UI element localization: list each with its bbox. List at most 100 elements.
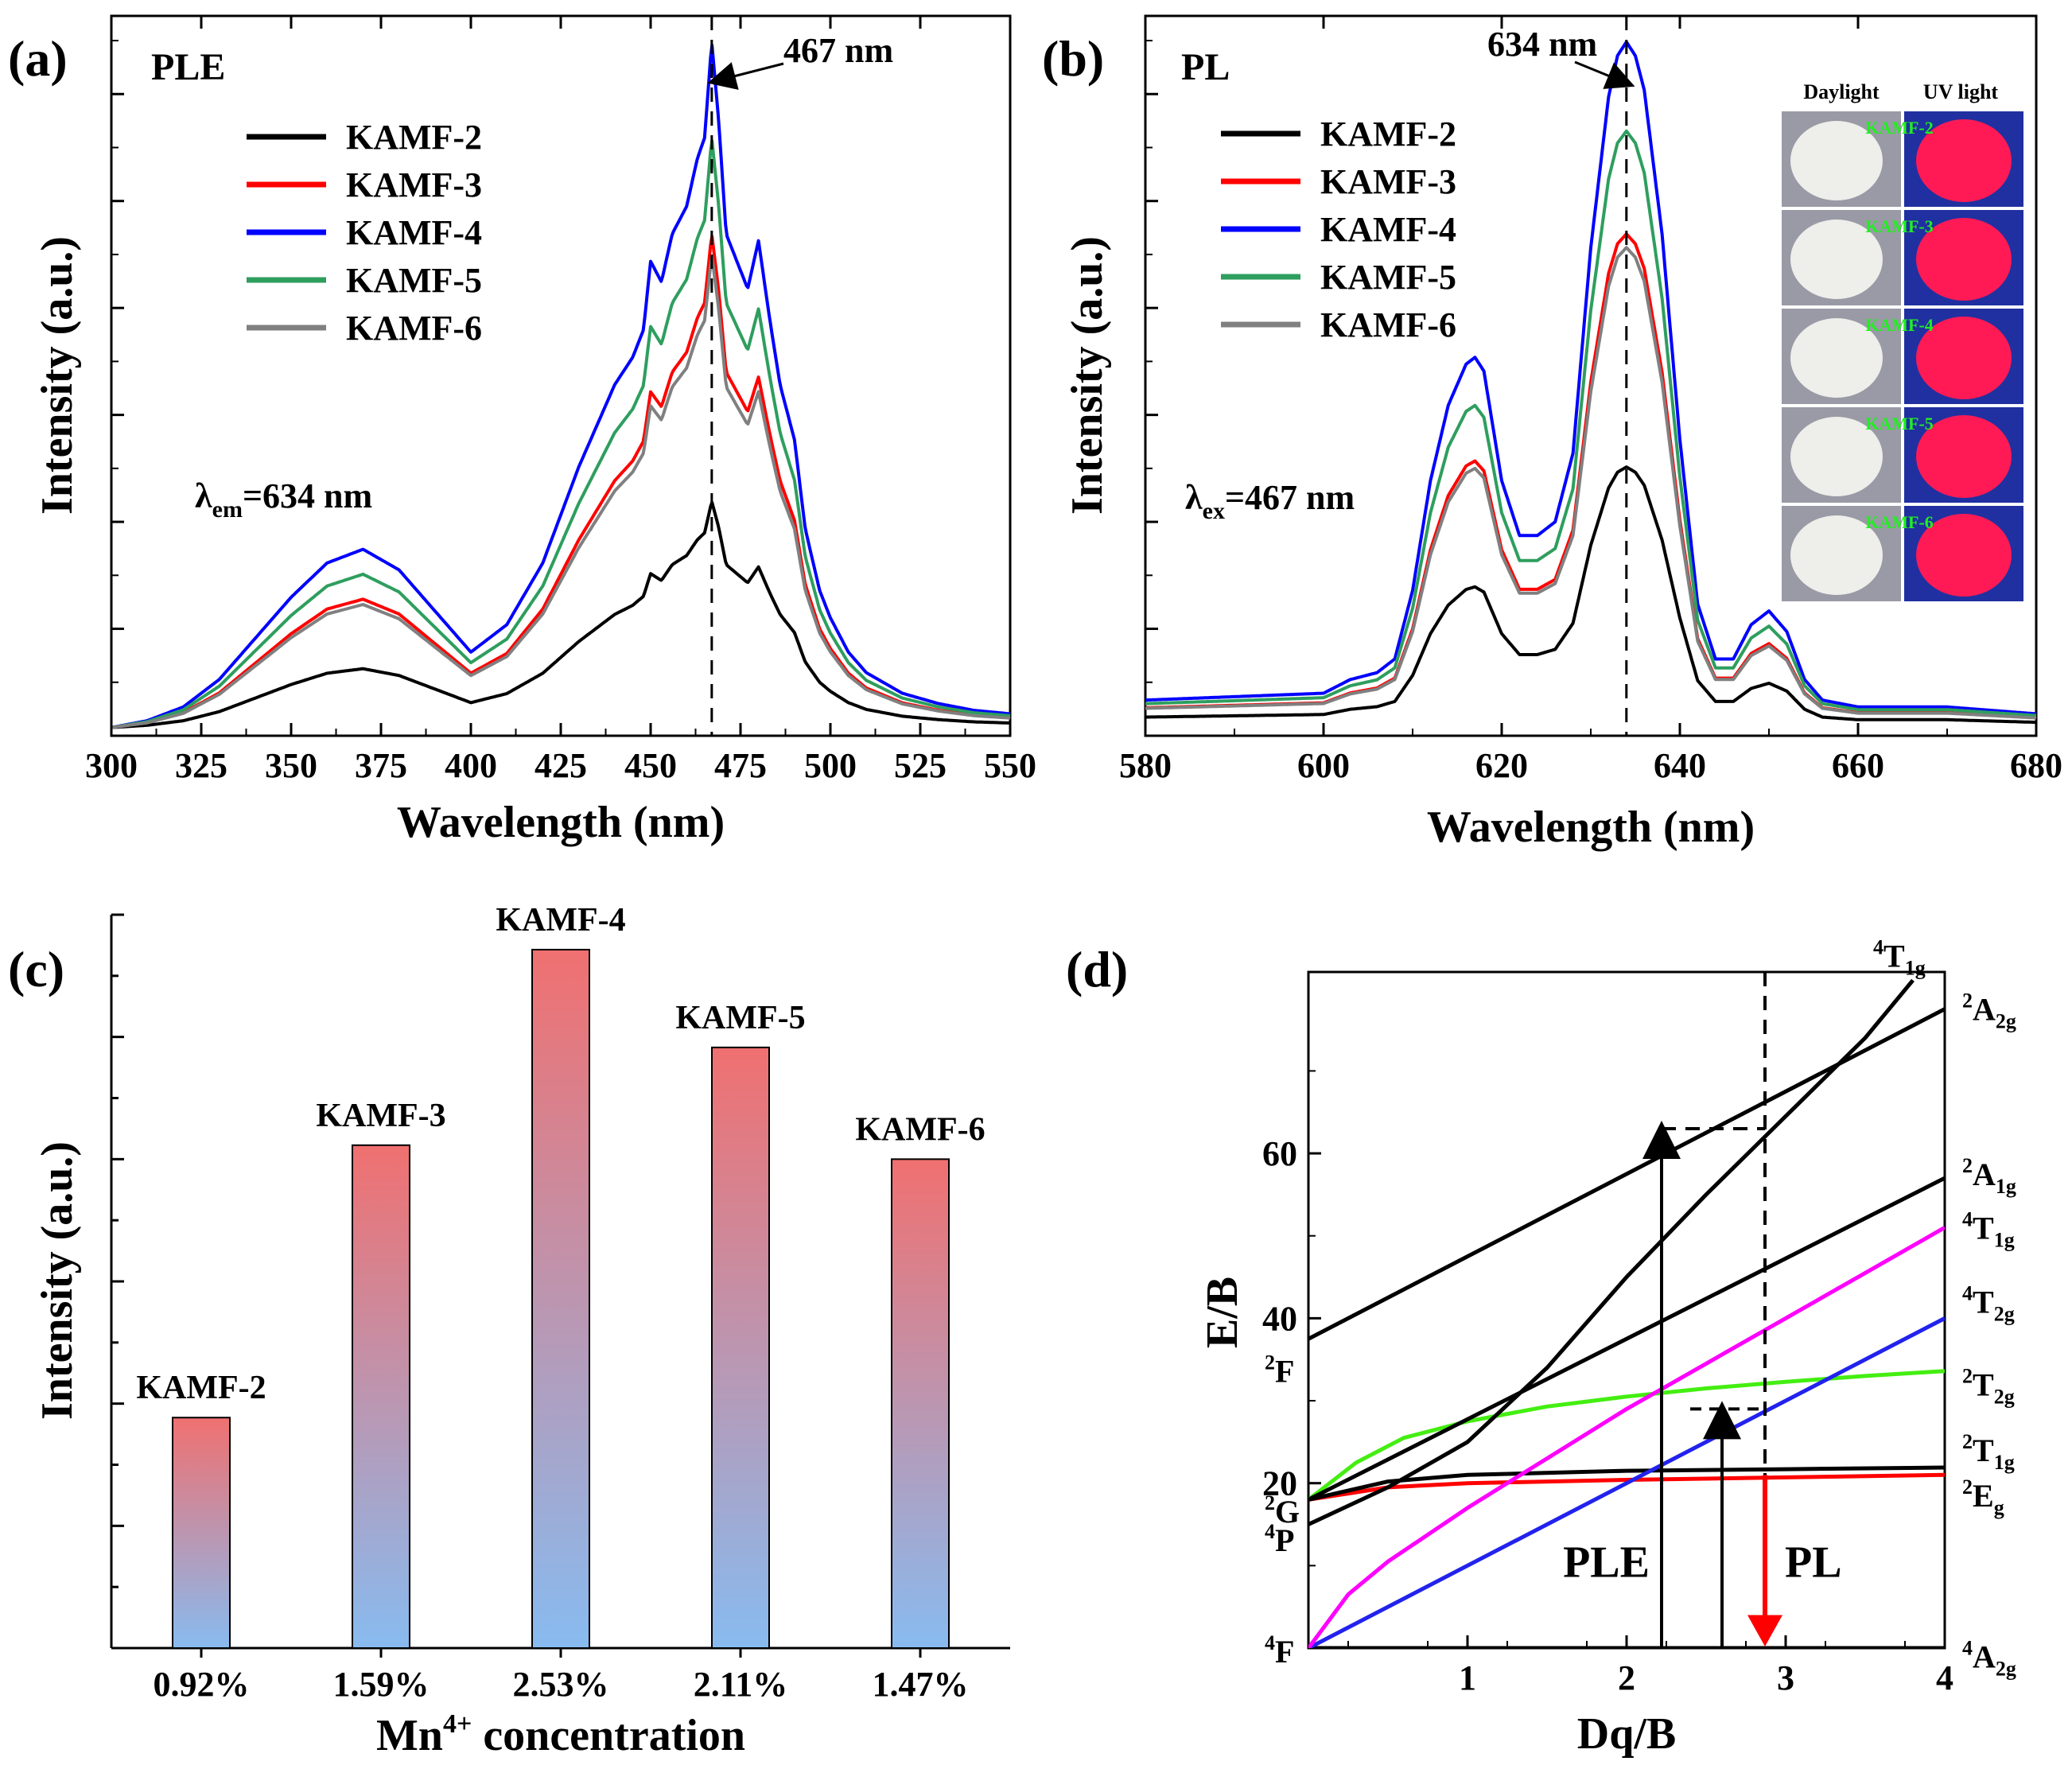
panel-a-legend-label: KAMF-3 <box>346 165 482 204</box>
panel-c-bar-label: KAMF-2 <box>136 1370 266 1406</box>
panel-a-xtick-label: 425 <box>535 746 587 785</box>
inset-uv-powder <box>1916 119 2012 202</box>
panel-d-term-label: 2T1g <box>1962 1430 2015 1474</box>
panel-c: (c) KAMF-2 0.92% KAMF-3 1.59% KAMF-4 2.53% KAM… <box>8 902 1010 1760</box>
panel-b-xtick-label: 580 <box>1119 746 1172 785</box>
panel-d-xtick-label: 2 <box>1618 1658 1635 1697</box>
panel-a-lambda-annotation: λem=634 nm <box>195 476 372 523</box>
panel-a-xtick-label: 300 <box>85 746 138 785</box>
panel-a-xtick-label: 350 <box>265 746 317 785</box>
panel-b-legend-label: KAMF-6 <box>1320 305 1456 344</box>
inset-sample-label: KAMF-3 <box>1865 216 1934 236</box>
panel-c-category-label: 2.53% <box>513 1665 609 1704</box>
panel-b-xlabel: Wavelength (nm) <box>1427 803 1755 852</box>
panel-d-term-4T1g-low <box>1308 1226 1945 1648</box>
panel-d-term-2A2g <box>1308 1007 1945 1341</box>
panel-a-xtick-label: 375 <box>355 746 407 785</box>
panel-c-xlabel: Mn4+ concentration <box>376 1709 745 1760</box>
panel-c-ylabel: Intensity (a.u.) <box>33 1141 82 1420</box>
panel-d-term-label: 2A1g <box>1962 1154 2016 1198</box>
panel-a-xtick-label: 500 <box>804 746 857 785</box>
panel-d-pl-label: PL <box>1785 1538 1842 1587</box>
panel-d-ytick-label: 40 <box>1262 1299 1297 1338</box>
inset-daylight-powder <box>1790 220 1883 299</box>
panel-d-term-2A1g <box>1308 1176 1945 1502</box>
panel-b-tag: PL <box>1181 46 1230 88</box>
panel-d-left-label: 4F <box>1265 1631 1294 1670</box>
panel-c-bar <box>352 1144 410 1650</box>
panel-a-xlabel: Wavelength (nm) <box>397 798 725 847</box>
panel-a-xtick-label: 550 <box>984 746 1036 785</box>
inset-uv-powder <box>1916 317 2012 399</box>
panel-d-term-label: 4T1g <box>1873 935 1926 979</box>
panel-a-tag: PLE <box>151 46 225 88</box>
panel-c-bar <box>711 1046 770 1650</box>
panel-d-term-label: 4A2g <box>1962 1636 2016 1680</box>
panel-d-left-label: 2G <box>1265 1491 1300 1530</box>
panel-d-xtick-label: 4 <box>1936 1658 1953 1697</box>
panel-b-ylabel: Intensity (a.u.) <box>1063 236 1112 515</box>
panel-b: (b) 580 600 620 640 660 680 634 nm PL KAMF-2K… <box>1042 14 2062 852</box>
inset-daylight-powder <box>1790 417 1883 496</box>
inset-sample-label: KAMF-2 <box>1865 118 1934 138</box>
panel-b-series-KAMF-4 <box>1145 40 2037 716</box>
panel-b-legend-label: KAMF-5 <box>1320 258 1456 297</box>
inset-header-label: Daylight <box>1803 80 1880 103</box>
panel-d-pl-arrowhead <box>1747 1615 1782 1646</box>
panel-b-xtick-label: 640 <box>1654 746 1706 785</box>
panel-c-bar <box>891 1158 950 1650</box>
panel-b-series-KAMF-5 <box>1145 129 2037 717</box>
inset-uv-powder <box>1916 218 2012 301</box>
panel-b-legend: KAMF-2 KAMF-3 KAMF-4 KAMF-5 KAMF-6 <box>1221 115 1456 344</box>
panel-d-term-4T1g-high <box>1308 978 1915 1526</box>
panel-c-bar-label: KAMF-4 <box>496 902 625 939</box>
panel-b-letter: (b) <box>1042 30 1104 87</box>
panel-b-legend-label: KAMF-4 <box>1320 210 1456 249</box>
panel-a-legend: KAMF-2 KAMF-3 KAMF-4 KAMF-5 KAMF-6 <box>247 118 482 348</box>
panel-d-term-label: 2T2g <box>1962 1364 2015 1408</box>
panel-d-term-label: 4T1g <box>1962 1207 2015 1251</box>
panel-b-series-KAMF-2 <box>1145 465 2037 725</box>
panel-a-series-KAMF-2 <box>111 500 1011 729</box>
panel-b-lambda-annotation: λex=467 nm <box>1185 478 1355 524</box>
panel-c-letter: (c) <box>8 941 64 997</box>
panel-c-category-label: 1.47% <box>873 1665 969 1704</box>
panel-d-left-label: 4P <box>1265 1520 1294 1558</box>
panel-d-term-2T1g <box>1308 1465 1945 1502</box>
panel-b-legend-label: KAMF-3 <box>1320 162 1456 201</box>
panel-c-bar-label: KAMF-5 <box>675 1000 805 1036</box>
panel-a-peak-label: 467 nm <box>783 31 893 70</box>
panel-d-xlabel: Dq/B <box>1577 1709 1677 1759</box>
panel-d-ple-label: PLE <box>1563 1538 1650 1587</box>
panel-a-series-KAMF-5 <box>111 139 1011 729</box>
inset-uv-powder <box>1916 415 2012 498</box>
panel-b-series-KAMF-6 <box>1145 246 2037 720</box>
panel-b-peak-label: 634 nm <box>1487 25 1597 64</box>
panel-b-xtick-label: 660 <box>1832 746 1884 785</box>
panel-b-legend-label: KAMF-2 <box>1320 115 1456 154</box>
panel-b-photo-inset: Daylight UV light KAMF-2 KAMF-3 KAMF-4 KAMF-5… <box>1782 80 2023 601</box>
inset-sample-label: KAMF-4 <box>1865 315 1934 335</box>
panel-a-peak-arrow <box>707 62 784 90</box>
panel-b-xtick-label: 680 <box>2010 746 2062 785</box>
panel-a-xtick-label: 525 <box>894 746 947 785</box>
panel-c-category-label: 0.92% <box>154 1665 250 1704</box>
panel-a-xtick-label: 325 <box>175 746 227 785</box>
panel-a-xtick-label: 400 <box>445 746 497 785</box>
panel-a-legend-label: KAMF-4 <box>346 213 482 252</box>
panel-a-series-KAMF-4 <box>111 44 1011 729</box>
panel-a-xtick-label: 475 <box>714 746 767 785</box>
panel-b-xtick-label: 620 <box>1475 746 1528 785</box>
inset-sample-label: KAMF-5 <box>1865 414 1934 433</box>
panel-d-term-label: 2A2g <box>1962 989 2016 1033</box>
panel-a-legend-label: KAMF-5 <box>346 261 482 300</box>
panel-d-term-4T2g <box>1308 1316 1945 1648</box>
panel-c-bar-label: KAMF-6 <box>855 1111 985 1148</box>
panel-d-ytick-label: 20 <box>1262 1464 1297 1503</box>
panel-a: (a) 300 325 350 375 400 425 450 475 500 525 550 46… <box>8 14 1036 847</box>
inset-header-label: UV light <box>1923 80 1998 103</box>
panel-c-bar-label: KAMF-3 <box>316 1098 445 1134</box>
panel-d-term-label: 2Eg <box>1962 1475 2004 1519</box>
panel-d-xtick-label: 3 <box>1777 1658 1794 1697</box>
